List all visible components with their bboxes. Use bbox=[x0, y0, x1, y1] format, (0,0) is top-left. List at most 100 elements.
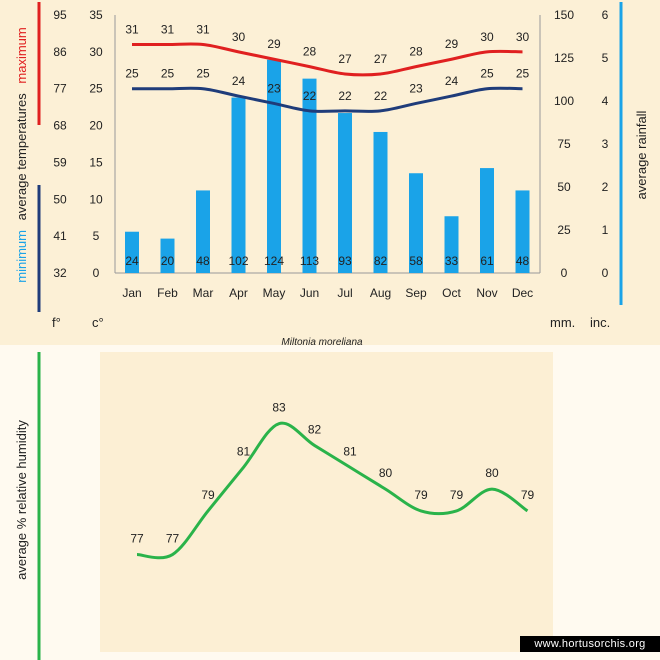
rainfall-bar bbox=[267, 59, 281, 273]
humidity-data-label: 83 bbox=[272, 401, 286, 415]
maximum-line bbox=[131, 42, 523, 77]
celsius-tick: 30 bbox=[89, 45, 103, 59]
celsius-tick: 5 bbox=[93, 229, 100, 243]
mm-tick: 150 bbox=[554, 8, 574, 22]
month-label: Dec bbox=[512, 286, 533, 300]
humidity-data-label: 79 bbox=[414, 488, 428, 502]
mm-tick: 125 bbox=[554, 51, 574, 65]
minimum-data-label: 22 bbox=[338, 89, 352, 103]
fahrenheit-tick: 50 bbox=[53, 192, 67, 206]
celsius-tick: 15 bbox=[89, 155, 103, 169]
fahrenheit-tick: 77 bbox=[53, 82, 67, 96]
temperature-lines bbox=[131, 42, 523, 113]
month-label: Apr bbox=[229, 286, 248, 300]
inch-unit: inc. bbox=[590, 315, 610, 330]
minimum-data-label: 25 bbox=[196, 67, 210, 81]
rainfall-data-label: 20 bbox=[161, 254, 175, 268]
inch-tick: 3 bbox=[602, 137, 609, 151]
minimum-data-label: 24 bbox=[445, 74, 459, 88]
maximum-data-label: 27 bbox=[338, 52, 352, 66]
rainfall-data-label: 33 bbox=[445, 254, 459, 268]
month-label: Jan bbox=[122, 286, 141, 300]
mm-tick: 0 bbox=[561, 266, 568, 280]
month-label: May bbox=[263, 286, 286, 300]
rainfall-data-label: 93 bbox=[338, 254, 352, 268]
celsius-tick: 0 bbox=[93, 266, 100, 280]
minimum-data-label: 23 bbox=[409, 81, 423, 95]
humidity-data-label: 80 bbox=[379, 466, 393, 480]
rainfall-bar bbox=[160, 238, 175, 273]
inch-tick: 5 bbox=[602, 51, 609, 65]
rainfall-bar bbox=[373, 131, 388, 273]
maximum-data-label: 31 bbox=[125, 22, 139, 36]
rainfall-data-label: 48 bbox=[196, 254, 210, 268]
humidity-chart-panel bbox=[100, 352, 553, 652]
rainfall-data-label: 124 bbox=[264, 254, 284, 268]
fahrenheit-tick: 86 bbox=[53, 45, 67, 59]
mm-tick: 75 bbox=[557, 137, 571, 151]
rainfall-bar bbox=[515, 190, 530, 273]
species-caption: Miltonia moreliana bbox=[281, 337, 363, 348]
minimum-data-label: 25 bbox=[125, 67, 139, 81]
month-label: Aug bbox=[370, 286, 391, 300]
celsius-unit: c° bbox=[92, 315, 104, 330]
inch-tick: 1 bbox=[602, 223, 609, 237]
temperature-label: average temperatures bbox=[14, 93, 29, 221]
humidity-data-label: 80 bbox=[485, 466, 499, 480]
humidity-chart: 77 77 79 81 83 82 81 80 79 79 80 79 bbox=[130, 401, 535, 560]
rainfall-data-label: 82 bbox=[374, 254, 388, 268]
maximum-data-label: 31 bbox=[161, 22, 175, 36]
mm-tick: 100 bbox=[554, 94, 574, 108]
rainfall-bar bbox=[409, 173, 423, 273]
maximum-data-label: 29 bbox=[445, 37, 459, 51]
data-labels: 31 31 31 30 29 28 27 27 28 29 30 30 25 25 25 24 23 22 22 22… bbox=[125, 22, 529, 268]
inch-tick: 6 bbox=[602, 8, 609, 22]
minimum-data-label: 23 bbox=[267, 81, 281, 95]
humidity-data-label: 77 bbox=[166, 532, 180, 546]
maximum-data-label: 31 bbox=[196, 22, 210, 36]
rainfall-data-label: 61 bbox=[480, 254, 494, 268]
humidity-axis-title: average % relative humidity bbox=[14, 420, 29, 580]
rainfall-data-label: 24 bbox=[125, 254, 139, 268]
maximum-data-label: 30 bbox=[232, 30, 246, 44]
rainfall-data-label: 102 bbox=[228, 254, 248, 268]
humidity-data-label: 81 bbox=[343, 444, 357, 458]
top-chart-panel bbox=[0, 0, 660, 345]
rainfall-bar bbox=[480, 168, 494, 273]
inch-tick: 4 bbox=[602, 94, 609, 108]
month-label: Sep bbox=[405, 286, 427, 300]
month-label: Oct bbox=[442, 286, 461, 300]
rainfall-bar bbox=[196, 190, 210, 273]
mm-tick: 25 bbox=[557, 223, 571, 237]
minimum-data-label: 22 bbox=[303, 89, 317, 103]
maximum-label: maximum bbox=[14, 27, 29, 83]
maximum-data-label: 29 bbox=[267, 37, 281, 51]
inch-tick: 0 bbox=[602, 266, 609, 280]
rainfall-axis-title: average rainfall bbox=[634, 110, 649, 199]
minimum-data-label: 25 bbox=[480, 67, 494, 81]
maximum-data-label: 28 bbox=[409, 45, 423, 59]
humidity-data-label: 77 bbox=[130, 532, 144, 546]
humidity-line bbox=[136, 421, 529, 560]
month-label: Jun bbox=[300, 286, 319, 300]
humidity-data-label: 79 bbox=[521, 488, 535, 502]
inch-tick: 2 bbox=[602, 180, 609, 194]
humidity-data-label: 82 bbox=[308, 422, 322, 436]
celsius-tick: 35 bbox=[89, 8, 103, 22]
mm-unit: mm. bbox=[550, 315, 575, 330]
fahrenheit-unit: f° bbox=[52, 315, 61, 330]
watermark: www.hortusorchis.org bbox=[520, 636, 660, 652]
rainfall-data-label: 113 bbox=[300, 254, 319, 268]
maximum-data-label: 30 bbox=[516, 30, 530, 44]
rainfall-bars bbox=[125, 59, 530, 273]
fahrenheit-tick: 95 bbox=[53, 8, 67, 22]
rainfall-bar bbox=[125, 231, 139, 273]
fahrenheit-tick: 59 bbox=[53, 155, 67, 169]
fahrenheit-tick: 32 bbox=[53, 266, 67, 280]
rainfall-bar bbox=[231, 97, 246, 273]
celsius-tick: 20 bbox=[89, 119, 103, 133]
axis-ticks: 3241505968778695051015202530350255075100… bbox=[53, 8, 608, 300]
celsius-tick: 10 bbox=[89, 192, 103, 206]
minimum-label: minimum bbox=[14, 230, 29, 283]
